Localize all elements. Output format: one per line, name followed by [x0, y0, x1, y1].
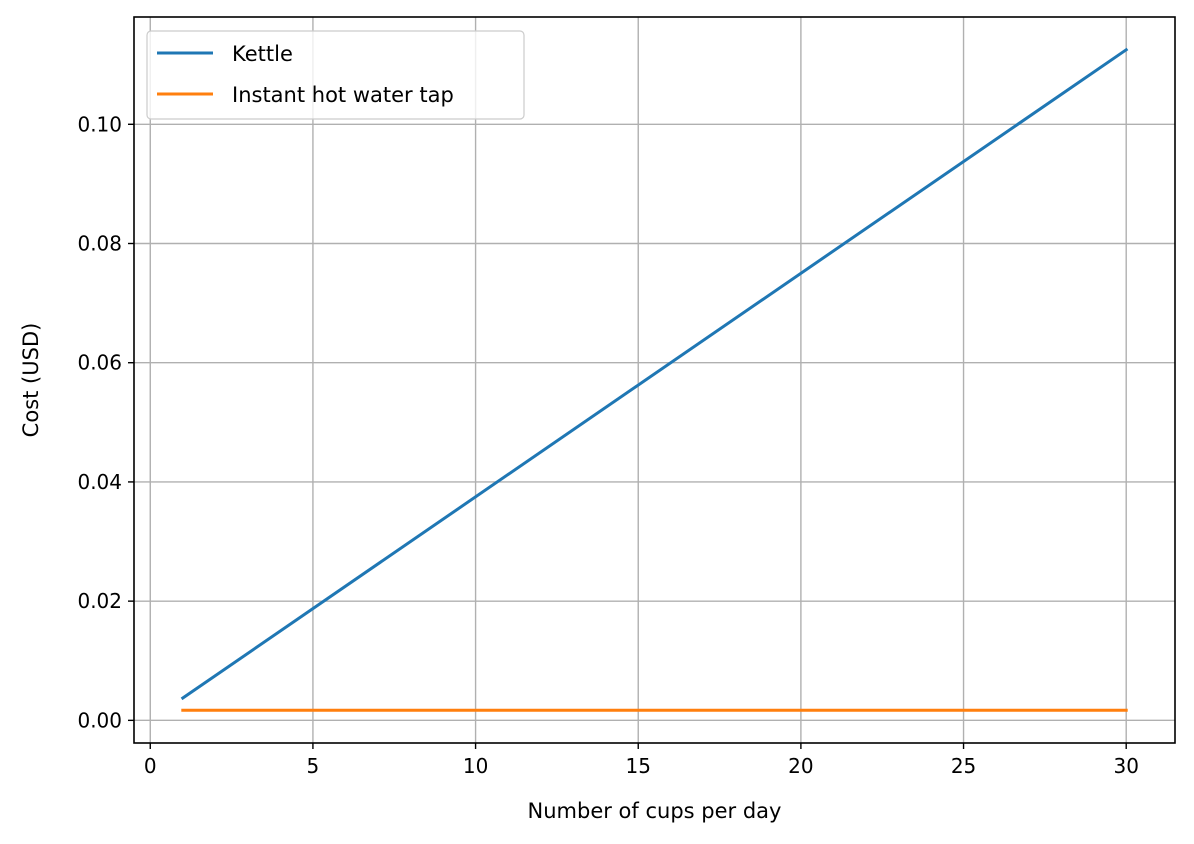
y-tick-label: 0.10: [77, 112, 122, 136]
legend: Kettle Instant hot water tap: [146, 30, 525, 120]
axes-frame: [133, 16, 1176, 744]
grid: [134, 17, 1175, 743]
legend-box: [146, 30, 525, 120]
x-tick-label: 5: [307, 754, 320, 778]
x-tick-label: 20: [788, 754, 813, 778]
plot-lines: [180, 47, 1129, 712]
x-tick-label: 15: [626, 754, 651, 778]
y-tick-label: 0.06: [77, 351, 122, 375]
x-tick-label: 25: [951, 754, 976, 778]
y-tick-label: 0.02: [77, 589, 122, 613]
x-tick-label: 10: [463, 754, 488, 778]
axis-ticks: 0 5 10 15 20 25 30 0.00 0.02 0.04 0.06 0.08 0.10: [77, 112, 1138, 778]
x-axis-label: Number of cups per day: [528, 799, 782, 823]
series-line-0: [180, 47, 1129, 701]
y-tick-label: 0.00: [77, 708, 122, 732]
x-tick-label: 30: [1113, 754, 1138, 778]
y-axis-label: Cost (USD): [19, 323, 43, 438]
legend-label: Instant hot water tap: [232, 83, 454, 107]
x-tick-label: 0: [144, 754, 157, 778]
y-tick-label: 0.08: [77, 232, 122, 256]
y-tick-label: 0.04: [77, 470, 122, 494]
legend-label: Kettle: [232, 42, 293, 66]
